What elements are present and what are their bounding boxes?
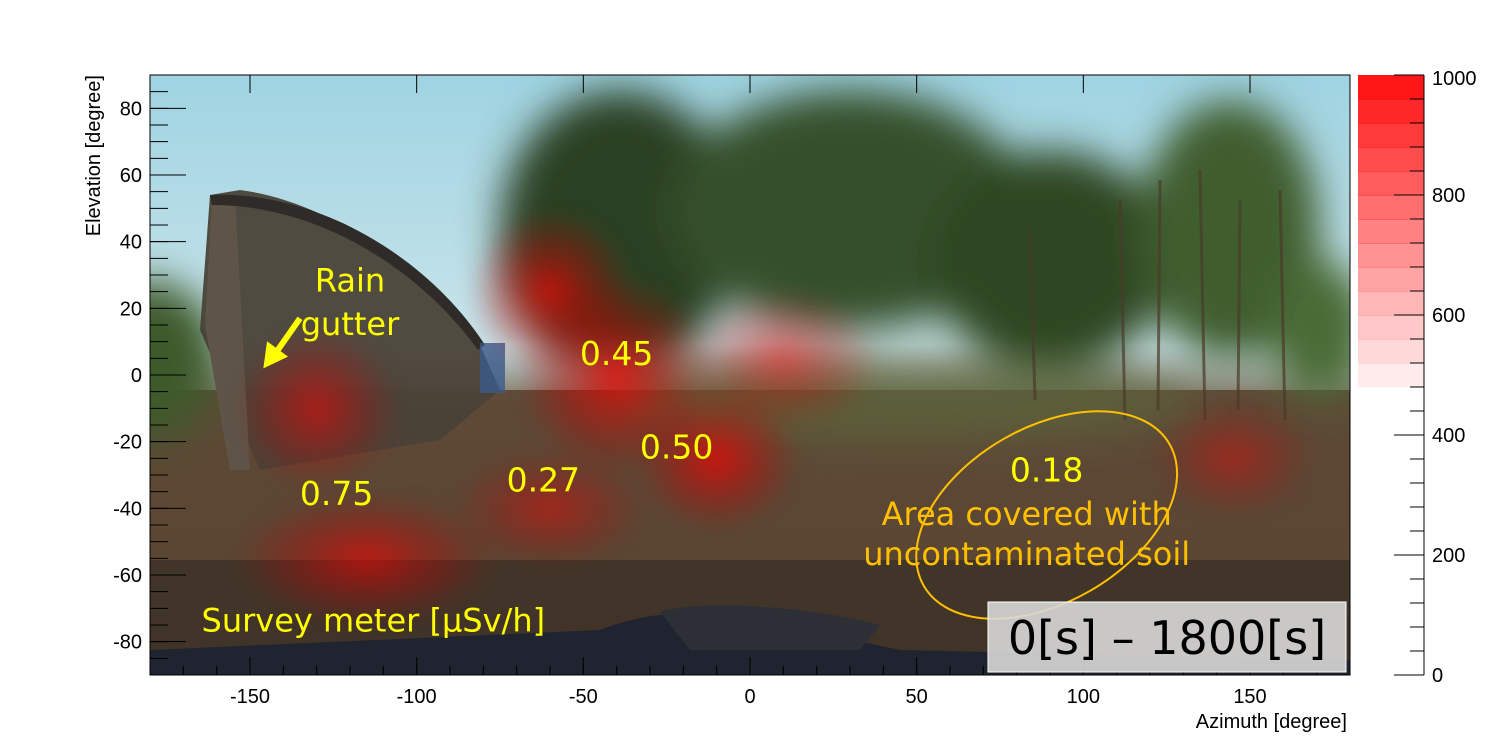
colorbar-bin	[1358, 123, 1424, 148]
y-axis: 80 60 40 20 0 -20 -40 -60 -80	[113, 74, 186, 676]
colorbar-bin	[1358, 147, 1424, 172]
hotspot-1	[233, 491, 501, 625]
x-axis-label: Azimuth [degree]	[1196, 711, 1347, 733]
colorbar-bin	[1358, 243, 1424, 268]
annotation-6: 0.18	[1010, 451, 1083, 490]
colorbar-bin	[1358, 99, 1424, 124]
x-tick-label: 100	[1067, 686, 1100, 708]
y-tick-label: 60	[120, 165, 142, 187]
colorbar-bin	[1358, 267, 1424, 292]
y-tick-label: 0	[131, 365, 142, 387]
annotation-7: Area covered with	[882, 495, 1172, 533]
colorbar-bin	[1358, 171, 1424, 196]
annotation-4: 0.27	[507, 461, 580, 500]
annotations: Rain gutter 0.45 0.50 0.27 0.75 0.18 Area cover…	[202, 262, 1191, 640]
hotspot-7	[1150, 398, 1317, 519]
x-tick-label: 150	[1233, 686, 1266, 708]
y-tick-label: -60	[113, 565, 142, 587]
y-tick-label: 80	[120, 98, 142, 120]
colorbar-bin	[1358, 75, 1424, 100]
annotation-5: 0.75	[300, 474, 373, 513]
colorbar: 1000 800 600 400 200 0	[1358, 68, 1477, 687]
colorbar-tick-label: 0	[1432, 665, 1443, 687]
colorbar-bin	[1358, 339, 1424, 364]
y-tick-label: -20	[113, 432, 142, 454]
colorbar-bin	[1358, 195, 1424, 220]
colorbar-bin	[1358, 219, 1424, 244]
hotspot-6	[450, 448, 650, 569]
colorbar-tick-label: 800	[1432, 185, 1465, 207]
time-label-box: 0[s] – 1800[s]	[987, 601, 1347, 673]
annotation-0: Rain	[315, 262, 385, 300]
x-tick-label: 50	[906, 686, 928, 708]
x-tick-label: -100	[397, 686, 437, 708]
y-tick-label: -40	[113, 498, 142, 520]
colorbar-tick-label: 600	[1432, 305, 1465, 327]
annotation-3: 0.50	[640, 427, 713, 466]
annotation-1: gutter	[301, 305, 400, 343]
x-tick-label: -50	[569, 686, 598, 708]
hotspot-5	[683, 285, 884, 432]
heatmap-overlay	[233, 208, 1317, 625]
colorbar-tick-label: 200	[1432, 545, 1465, 567]
colorbar-bin	[1358, 291, 1424, 316]
y-axis-label: Elevation [degree]	[83, 75, 105, 236]
time-label: 0[s] – 1800[s]	[1008, 611, 1326, 665]
y-tick-label: 40	[120, 232, 142, 254]
gutter-arrow-head	[263, 341, 289, 369]
y-tick-label: -80	[113, 632, 142, 654]
annotation-9: Survey meter [μSv/h]	[202, 602, 546, 640]
y-tick-label: 20	[120, 298, 142, 320]
hotspot-0	[233, 325, 400, 492]
colorbar-bin	[1358, 315, 1424, 340]
x-axis: -150 -100 -50 0 50 100 150	[149, 75, 1351, 708]
annotation-2: 0.45	[580, 334, 653, 373]
x-tick-label: -150	[230, 686, 270, 708]
colorbar-tick-label: 1000	[1432, 68, 1477, 90]
x-tick-label: 0	[744, 686, 755, 708]
annotation-8: uncontaminated soil	[863, 535, 1190, 573]
colorbar-bin	[1358, 363, 1424, 388]
uncontaminated-area-ellipse	[915, 410, 1179, 620]
colorbar-tick-label: 400	[1432, 425, 1465, 447]
panorama-background	[150, 75, 1350, 675]
